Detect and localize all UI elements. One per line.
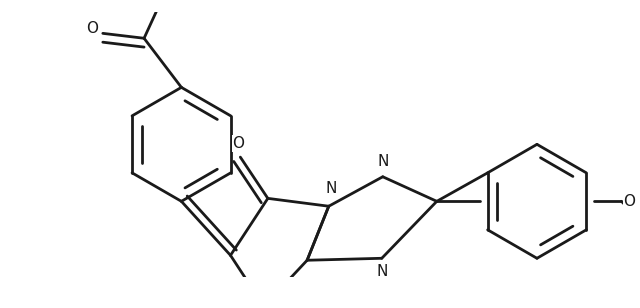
Text: O: O <box>86 21 98 36</box>
Text: O: O <box>623 194 636 209</box>
Text: N: N <box>377 154 388 169</box>
Text: N: N <box>325 181 337 197</box>
Text: O: O <box>232 136 244 151</box>
Text: N: N <box>376 264 387 279</box>
